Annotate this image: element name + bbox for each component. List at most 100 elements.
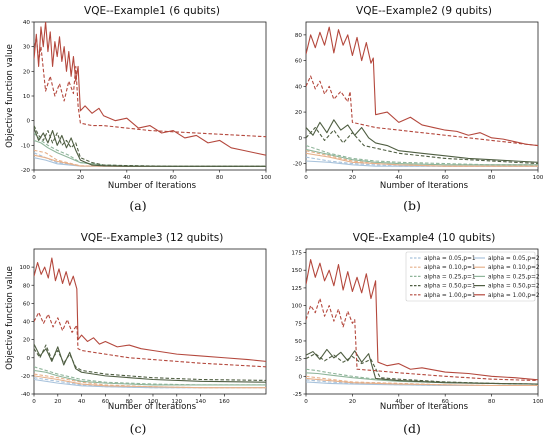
plot-area-c: 0 20 40 60 80 100 120 140 160 -40 -20 0 20 40 60 80 100 (19, 248, 267, 405)
panel-b-title: VQE--Example2 (9 qubits) (356, 5, 492, 17)
legend-entry: alpha = 0.25,p=2 (474, 274, 540, 280)
x-tick-label: 0 (304, 175, 308, 181)
series-line (306, 348, 538, 385)
y-tick-label: 0 (298, 374, 302, 380)
legend-entry: alpha = 0.05,p=2 (474, 256, 540, 262)
panel-d: VQE--Example4 (10 qubits) Number of Iter… (353, 232, 496, 436)
series-line (306, 375, 538, 387)
panel-a-caption: (a) (129, 198, 146, 213)
series-line (306, 148, 538, 166)
legend-label: alpha = 0.50,p=2 (488, 284, 540, 290)
x-tick-label: 80 (488, 399, 496, 405)
y-tick-label: 30 (23, 45, 31, 51)
series-line (34, 311, 266, 368)
x-tick-label: 0 (32, 175, 36, 181)
y-tick-label: 40 (295, 84, 303, 90)
x-tick-label: 20 (54, 399, 62, 405)
y-tick-label: 0 (26, 356, 30, 362)
y-tick-label: 150 (291, 268, 302, 274)
x-tick-label: 40 (78, 399, 86, 405)
panel-a-xlabel: Number of Iterations (108, 181, 197, 191)
y-tick-label: 20 (23, 69, 31, 75)
x-tick-label: 80 (126, 399, 134, 405)
x-tick-label: 60 (170, 175, 178, 181)
series-line (306, 152, 538, 167)
panel-c: VQE--Example3 (12 qubits) Objective func… (5, 232, 223, 436)
x-tick-label: 120 (171, 399, 182, 405)
y-tick-label: 0 (298, 136, 302, 142)
y-tick-label: -10 (21, 143, 31, 149)
x-tick-label: 0 (32, 399, 36, 405)
x-tick-label: 20 (349, 175, 357, 181)
panel-c-title: VQE--Example3 (12 qubits) (81, 232, 224, 244)
y-tick-label: -25 (293, 392, 303, 398)
legend-entry: alpha = 0.25,p=1 (410, 274, 476, 280)
y-tick-label: 60 (295, 59, 303, 65)
panel-a-title: VQE--Example1 (6 qubits) (84, 5, 220, 17)
series-line (34, 375, 266, 389)
legend-label: alpha = 0.10,p=1 (424, 265, 476, 271)
legend-label: alpha = 1.00,p=2 (488, 293, 540, 299)
series-line (34, 369, 266, 386)
panel-b: VQE--Example2 (9 qubits) Number of Itera… (356, 5, 492, 213)
y-tick-label: 10 (23, 94, 31, 100)
y-tick-label: 80 (295, 33, 303, 39)
panel-c-caption: (c) (130, 421, 147, 436)
legend-entry: alpha = 0.50,p=2 (474, 284, 540, 290)
plot-area-a: 0 20 40 60 80 100 -20 -10 0 10 20 30 40 (21, 20, 272, 181)
panel-a: VQE--Example1 (6 qubits) Objective funct… (5, 5, 220, 213)
legend-entry: alpha = 1.00,p=1 (410, 293, 476, 299)
y-tick-label: 125 (291, 286, 302, 292)
series-line (306, 75, 538, 147)
x-tick-label: 80 (488, 175, 496, 181)
legend-box (405, 251, 536, 302)
y-tick-label: 60 (23, 301, 31, 307)
series-line (306, 377, 538, 387)
x-tick-label: 100 (533, 175, 544, 181)
y-tick-label: 50 (295, 339, 303, 345)
y-tick-label: 100 (19, 265, 30, 271)
y-tick-label: 175 (291, 251, 302, 257)
x-tick-label: 160 (219, 399, 230, 405)
series-line (34, 257, 266, 362)
x-tick-label: 100 (261, 175, 272, 181)
series-line (306, 145, 538, 166)
legend-label: alpha = 0.10,p=2 (488, 265, 540, 271)
series-group-d (306, 259, 538, 387)
y-tick-label: 20 (23, 338, 31, 344)
y-tick-label: -40 (21, 392, 31, 398)
series-line (306, 379, 538, 387)
y-tick-label: 40 (23, 320, 31, 326)
x-tick-label: 80 (216, 175, 224, 181)
series-line (34, 132, 266, 167)
plot-area-b: 0 20 40 60 80 100 -20 0 20 40 60 80 (293, 21, 544, 181)
x-tick-label: 40 (395, 399, 403, 405)
legend-entry: alpha = 0.50,p=1 (410, 284, 476, 290)
x-tick-label: 0 (304, 399, 308, 405)
legend-entry: alpha = 0.10,p=2 (474, 265, 540, 271)
y-tick-label: 25 (295, 357, 303, 363)
y-tick-label: 100 (291, 304, 302, 310)
legend-label: alpha = 0.50,p=1 (424, 284, 476, 290)
panel-d-title: VQE--Example4 (10 qubits) (353, 232, 496, 244)
series-line (306, 26, 538, 147)
panel-d-xlabel: Number of Iterations (380, 402, 469, 412)
x-tick-label: 100 (533, 399, 544, 405)
x-tick-label: 40 (395, 175, 403, 181)
panel-c-xlabel: Number of Iterations (108, 402, 197, 412)
legend-entry: alpha = 0.05,p=1 (410, 256, 476, 262)
y-tick-label: 75 (295, 321, 303, 327)
x-tick-label: 20 (77, 175, 85, 181)
series-line (34, 125, 266, 167)
legend-label: alpha = 1.00,p=1 (424, 293, 476, 299)
series-group-a (34, 22, 266, 167)
y-tick-label: 20 (295, 110, 303, 116)
series-line (306, 119, 538, 163)
legend-label: alpha = 0.05,p=1 (424, 256, 476, 262)
y-tick-label: 40 (23, 20, 31, 26)
panel-b-xlabel: Number of Iterations (380, 181, 469, 191)
x-tick-label: 60 (442, 175, 450, 181)
